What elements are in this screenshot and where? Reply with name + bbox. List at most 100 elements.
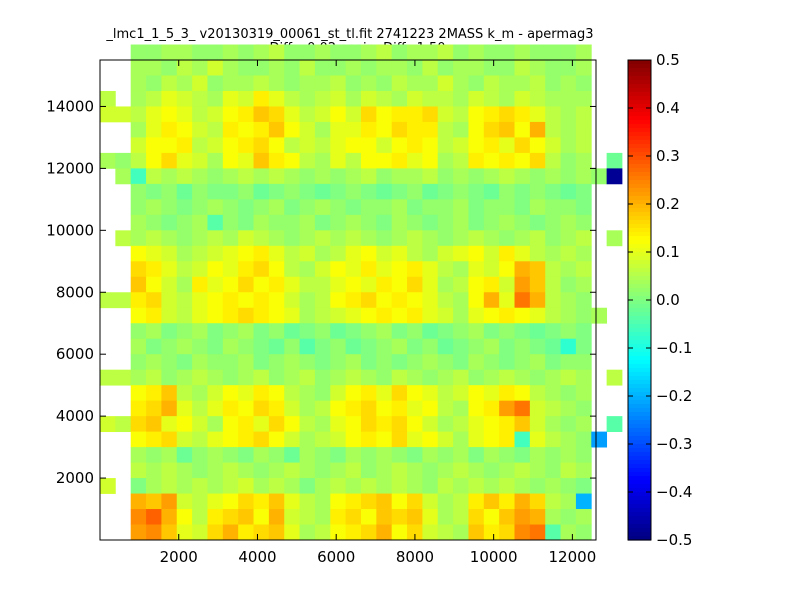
heatmap-cell — [437, 245, 454, 262]
heatmap-cell — [437, 75, 454, 92]
heatmap-cell — [284, 307, 300, 324]
heatmap-cell — [238, 152, 254, 169]
heatmap-cell — [360, 307, 377, 324]
heatmap-cell — [376, 385, 393, 402]
heatmap-cell — [575, 524, 592, 541]
heatmap-cell — [391, 462, 408, 479]
colorbar-segment — [628, 124, 651, 129]
colorbar-segment — [628, 192, 651, 197]
colorbar-segment — [628, 360, 651, 365]
colorbar-segment — [628, 264, 651, 269]
colorbar-segment — [628, 148, 651, 153]
heatmap-cell — [146, 137, 162, 154]
heatmap-cell — [345, 44, 362, 61]
heatmap-cell — [560, 493, 577, 510]
heatmap-cell — [222, 214, 239, 231]
colorbar-segment — [628, 300, 651, 305]
heatmap-cell — [146, 524, 162, 541]
colorbar-tick-label: 0.4 — [656, 99, 680, 117]
heatmap-cell — [161, 90, 178, 107]
heatmap-cell — [575, 431, 592, 448]
heatmap-cell — [146, 323, 162, 340]
heatmap-cell — [560, 168, 577, 185]
heatmap-cell — [314, 478, 331, 494]
heatmap-cell — [468, 369, 485, 386]
heatmap-cell — [499, 60, 515, 76]
colorbar-segment — [628, 72, 651, 77]
colorbar-segment — [628, 500, 651, 505]
heatmap-cell — [130, 478, 147, 494]
heatmap-cell — [238, 369, 254, 386]
heatmap-cell — [514, 276, 531, 293]
heatmap-cell — [407, 524, 423, 541]
heatmap-cell — [468, 385, 485, 402]
heatmap-cell — [407, 75, 423, 92]
heatmap-cell — [575, 90, 592, 107]
heatmap-cell — [391, 369, 408, 386]
heatmap-cell — [437, 183, 454, 200]
heatmap-cell — [560, 416, 577, 433]
colorbar-segment — [628, 96, 651, 101]
heatmap-cell — [453, 230, 469, 247]
heatmap-cell — [207, 60, 224, 76]
heatmap-cell — [253, 214, 270, 231]
heatmap-cell — [192, 493, 208, 510]
colorbar-segment — [628, 152, 651, 157]
heatmap-cell — [560, 354, 577, 371]
colorbar-segment — [628, 248, 651, 253]
colorbar-segment — [628, 200, 651, 205]
heatmap-cell — [130, 524, 147, 541]
heatmap-cell — [192, 106, 208, 123]
heatmap-cell — [330, 137, 347, 154]
heatmap-cell — [146, 152, 162, 169]
heatmap-cell — [499, 509, 515, 525]
heatmap-cell — [407, 121, 423, 138]
heatmap-cell — [575, 447, 592, 463]
heatmap-cell — [391, 230, 408, 247]
heatmap-cell — [529, 400, 546, 417]
heatmap-cell — [299, 44, 316, 61]
heatmap-cell — [100, 106, 116, 123]
heatmap-cell — [130, 137, 147, 154]
colorbar-segment — [628, 536, 651, 541]
heatmap-cell — [529, 230, 546, 247]
heatmap-cell — [314, 338, 331, 355]
heatmap-cell — [437, 276, 454, 293]
heatmap-cell — [176, 121, 193, 138]
heatmap-cell — [514, 214, 531, 231]
heatmap-cell — [238, 385, 254, 402]
heatmap-cell — [560, 524, 577, 541]
heatmap-cell — [161, 44, 178, 61]
heatmap-cell — [161, 431, 178, 448]
heatmap-cell — [545, 509, 561, 525]
colorbar-segment — [628, 364, 651, 369]
heatmap-cell — [284, 44, 300, 61]
heatmap-cell — [238, 447, 254, 463]
colorbar-segment — [628, 88, 651, 93]
heatmap-cell — [407, 354, 423, 371]
heatmap-cell — [437, 44, 454, 61]
heatmap-cell — [253, 261, 270, 278]
colorbar-segment — [628, 232, 651, 237]
colorbar-segment — [628, 160, 651, 165]
heatmap-cell — [161, 447, 178, 463]
heatmap-cell — [391, 416, 408, 433]
heatmap-cell — [330, 354, 347, 371]
heatmap-cell — [253, 137, 270, 154]
heatmap-cell — [161, 323, 178, 340]
heatmap-cell — [360, 524, 377, 541]
heatmap-cell — [529, 168, 546, 185]
heatmap-cell — [284, 245, 300, 262]
heatmap-cell — [284, 137, 300, 154]
heatmap-cell — [100, 416, 116, 433]
heatmap-cell — [529, 121, 546, 138]
heatmap-cell — [499, 230, 515, 247]
heatmap-cell — [422, 199, 439, 216]
heatmap-cell — [453, 447, 469, 463]
heatmap-cell — [345, 137, 362, 154]
heatmap-cell — [545, 478, 561, 494]
heatmap-cell — [529, 137, 546, 154]
heatmap-cell — [314, 276, 331, 293]
heatmap-cell — [192, 400, 208, 417]
heatmap-cell — [222, 75, 239, 92]
